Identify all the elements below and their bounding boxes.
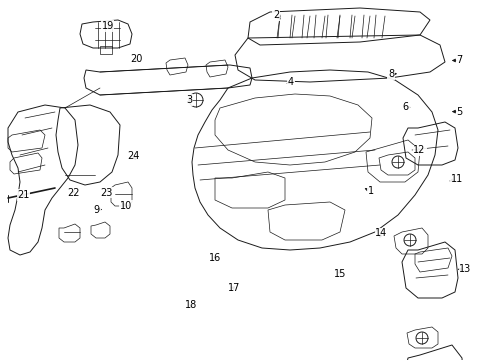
Text: 19: 19: [101, 21, 114, 31]
Text: 9: 9: [94, 204, 100, 215]
Text: 1: 1: [367, 186, 373, 196]
Text: 16: 16: [208, 253, 221, 264]
Text: 14: 14: [374, 228, 387, 238]
Text: 23: 23: [100, 188, 113, 198]
Text: 10: 10: [120, 201, 132, 211]
Text: 18: 18: [184, 300, 197, 310]
Text: 5: 5: [456, 107, 462, 117]
Text: 22: 22: [67, 188, 80, 198]
Text: 11: 11: [450, 174, 463, 184]
Text: 15: 15: [333, 269, 346, 279]
Text: 6: 6: [402, 102, 408, 112]
Text: 13: 13: [458, 264, 471, 274]
Text: 21: 21: [17, 190, 30, 200]
Text: 20: 20: [129, 54, 142, 64]
Text: 3: 3: [186, 95, 192, 105]
Text: 8: 8: [387, 69, 393, 79]
Text: 12: 12: [412, 145, 425, 156]
Text: 24: 24: [126, 150, 139, 161]
Text: 7: 7: [456, 55, 462, 66]
Text: 2: 2: [273, 10, 279, 20]
Text: 4: 4: [287, 77, 293, 87]
Text: 17: 17: [227, 283, 240, 293]
